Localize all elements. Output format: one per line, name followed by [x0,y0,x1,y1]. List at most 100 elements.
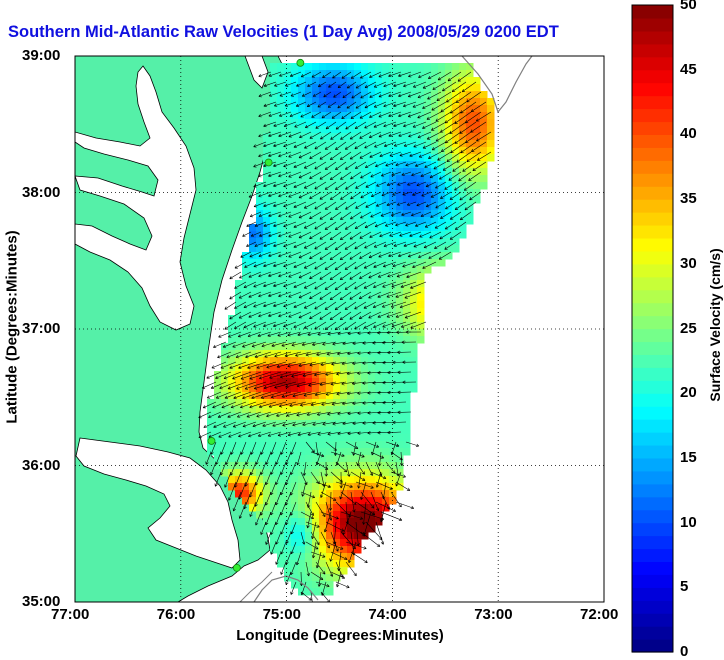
velocity-vector [476,131,492,142]
velocity-cell [298,105,306,113]
velocity-vector [287,431,302,437]
velocity-vector [290,581,297,595]
velocity-cell [326,196,334,204]
velocity-cell [354,329,362,337]
velocity-cell [319,539,327,547]
velocity-cell [487,105,495,113]
velocity-cell [375,406,383,414]
velocity-cell [326,532,334,540]
velocity-cell [403,84,411,92]
velocity-cell [298,308,306,316]
velocity-cell [340,154,348,162]
colorbar-segment [632,315,673,330]
velocity-cell [417,224,425,232]
velocity-vector [253,161,267,168]
velocity-cell [438,224,446,232]
velocity-vector [226,351,242,359]
velocity-cell [326,371,334,379]
velocity-vector [405,330,422,334]
velocity-cell [459,140,467,148]
velocity-cell [417,182,425,190]
velocity-vector [286,411,302,417]
velocity-cell [263,140,271,148]
velocity-vector [405,441,420,447]
velocity-vector [234,301,247,309]
velocity-vector [364,81,377,89]
velocity-cell [417,147,425,155]
velocity-cell [270,371,278,379]
velocity-cell [298,455,306,463]
velocity-vector [426,111,442,120]
velocity-cell [333,385,341,393]
velocity-cell [403,336,411,344]
velocity-cell [354,189,362,197]
velocity-cell [298,364,306,372]
velocity-cell [347,112,355,120]
velocity-cell [445,252,453,260]
velocity-vector [327,411,342,416]
velocity-vector [347,411,362,416]
velocity-vector [329,541,337,562]
velocity-cell [270,224,278,232]
bathymetry-contour [461,56,533,114]
velocity-vector [374,141,387,148]
velocity-vector [364,241,377,249]
velocity-cell [403,196,411,204]
velocity-cell [291,427,299,435]
velocity-cell [298,322,306,330]
velocity-cell [375,455,383,463]
velocity-cell [480,119,488,127]
velocity-vector [374,221,387,228]
velocity-cell [382,154,390,162]
velocity-vector [401,340,417,344]
velocity-cell [319,546,327,554]
velocity-cell [424,84,432,92]
velocity-vector [238,501,247,519]
velocity-cell [291,385,299,393]
velocity-cell [326,413,334,421]
velocity-cell [368,112,376,120]
velocity-cell [403,259,411,267]
velocity-vector [319,231,332,240]
velocity-vector [321,111,332,119]
velocity-vector [350,111,362,119]
velocity-vector [444,221,457,230]
velocity-cell [277,203,285,211]
velocity-cell [361,231,369,239]
velocity-cell [319,196,327,204]
velocity-cell [270,539,278,547]
velocity-vector [263,201,277,208]
velocity-vector [330,131,342,140]
velocity-cell [326,392,334,400]
velocity-vector [337,101,347,109]
velocity-cell [375,441,383,449]
velocity-cell [214,420,222,428]
colorbar-segment [632,263,673,278]
velocity-cell [242,462,250,470]
velocity-cell [340,378,348,386]
velocity-cell [368,126,376,134]
velocity-cell [277,441,285,449]
velocity-cell [256,217,264,225]
velocity-vector [383,241,397,248]
velocity-cell [410,98,418,106]
velocity-cell [256,231,264,239]
velocity-vector [279,371,302,379]
velocity-cell [312,413,320,421]
velocity-cell [256,280,264,288]
velocity-vector [273,221,287,228]
velocity-cell [263,301,271,309]
velocity-cell [298,266,306,274]
velocity-cell [487,147,495,155]
velocity-cell [354,63,362,71]
velocity-cell [375,371,383,379]
velocity-cell [249,357,257,365]
velocity-cell [375,308,383,316]
velocity-cell [312,532,320,540]
velocity-cell [347,217,355,225]
velocity-vector [409,231,422,237]
velocity-cell [361,287,369,295]
velocity-cell [403,154,411,162]
velocity-cell [263,483,271,491]
velocity-vector [242,421,257,428]
